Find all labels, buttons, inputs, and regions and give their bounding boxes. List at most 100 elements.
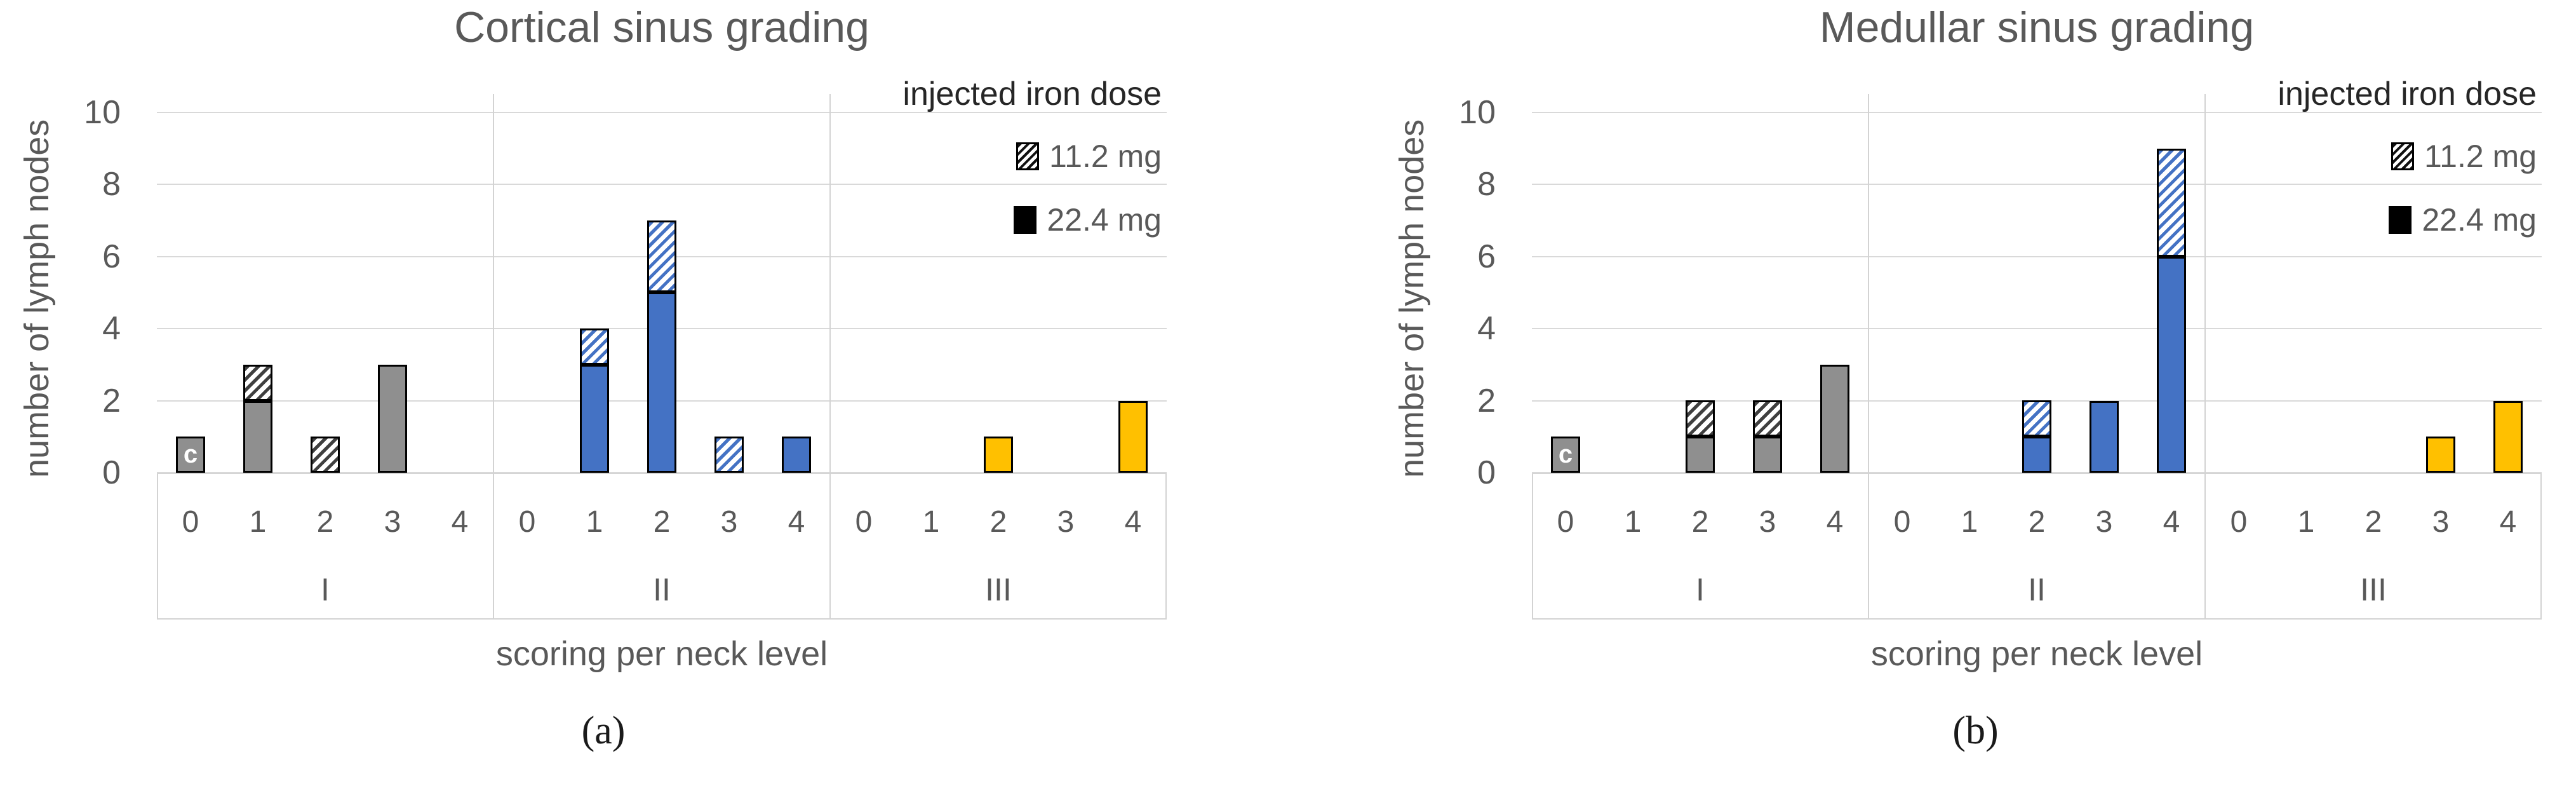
legend-swatch-hatched-icon <box>2391 142 2415 170</box>
legend-title: injected iron dose <box>2277 76 2537 112</box>
bar-I-3-hatched <box>1753 400 1782 437</box>
bar-annotation: c <box>183 440 198 468</box>
bar-III-4-solid <box>1118 401 1148 473</box>
x-axis-group-label: I <box>321 572 330 607</box>
bar-II-4-solid <box>782 437 811 473</box>
x-axis-group-label: III <box>2360 572 2387 607</box>
plot-area: 0 2 4 6 8 10 0 1 2 3 4 I 0 1 2 3 4 II 0 1 2 3 4 III c <box>1375 0 2576 786</box>
gridline <box>1532 328 2542 329</box>
bar-I-3-solid <box>378 365 407 473</box>
group-divider <box>2204 94 2206 620</box>
group-divider <box>493 94 494 620</box>
bar-II-4-hatched <box>2157 149 2186 257</box>
y-axis-tick-label: 10 <box>1459 94 1496 131</box>
chart-title: Medullar sinus grading <box>1819 3 2255 51</box>
bar-annotation: c <box>1558 440 1573 468</box>
bar-I-1-hatched <box>243 365 272 401</box>
group-divider <box>829 94 831 620</box>
gridline <box>1532 256 2542 257</box>
x-axis-score-label: 2 <box>2365 505 2382 539</box>
x-axis-score-label: 3 <box>2432 505 2450 539</box>
gridline <box>157 112 1167 113</box>
bar-II-2-hatched <box>647 220 676 292</box>
bar-II-2-solid <box>647 292 676 473</box>
x-axis-score-label: 2 <box>1691 505 1709 539</box>
legend-item-label: 22.4 mg <box>1047 202 1162 238</box>
x-axis-score-label: 4 <box>1124 505 1142 539</box>
x-axis-score-label: 1 <box>2297 505 2315 539</box>
x-axis-group-label: II <box>2028 572 2046 607</box>
x-axis-score-label: 0 <box>182 505 199 539</box>
y-axis-tick-label: 2 <box>1477 383 1496 419</box>
x-axis-group-label: I <box>1696 572 1705 607</box>
x-axis-score-label: 0 <box>2230 505 2248 539</box>
x-axis-score-label: 4 <box>2163 505 2180 539</box>
bar-I-3-solid <box>1753 437 1782 473</box>
panel-caption: (b) <box>1952 709 1999 752</box>
x-axis-score-label: 4 <box>451 505 469 539</box>
bar-I-0-solid <box>176 437 205 473</box>
panel-caption: (a) <box>581 709 626 752</box>
x-axis-score-label: 3 <box>1057 505 1075 539</box>
bar-I-2-hatched <box>311 437 340 473</box>
legend-item-label: 11.2 mg <box>1049 139 1162 174</box>
y-axis-tick-label: 4 <box>102 310 121 347</box>
bar-I-4-solid <box>1820 365 1849 473</box>
legend-swatch-solid-icon <box>2389 206 2412 234</box>
x-axis-score-label: 1 <box>1961 505 1978 539</box>
x-axis-group-label: III <box>985 572 1012 607</box>
y-axis-tick-label: 10 <box>84 94 121 131</box>
y-axis-tick-label: 8 <box>1477 166 1496 203</box>
bar-II-3-solid <box>2090 401 2119 473</box>
x-axis-score-label: 1 <box>1624 505 1642 539</box>
y-axis-tick-label: 2 <box>102 383 121 419</box>
panel-cortical-sinus-grading: Cortical sinus grading number of lymph n… <box>0 0 1207 786</box>
x-axis-score-label: 3 <box>1759 505 1776 539</box>
bar-I-2-solid <box>1686 437 1715 473</box>
legend-swatch-solid-icon <box>1014 206 1037 234</box>
x-axis-score-label: 0 <box>855 505 873 539</box>
category-axis-box <box>157 473 1167 620</box>
y-axis-tick-label: 4 <box>1477 310 1496 347</box>
x-axis-title: scoring per neck level <box>495 635 828 673</box>
bar-III-4-solid <box>2493 401 2523 473</box>
bar-II-2-hatched <box>2022 400 2051 437</box>
legend-item: 22.4 mg <box>2389 202 2537 238</box>
x-axis-score-label: 1 <box>922 505 940 539</box>
gridline <box>157 472 1167 473</box>
bar-III-3-solid <box>2426 437 2455 473</box>
bar-II-3-hatched <box>714 437 744 473</box>
x-axis-score-label: 4 <box>1826 505 1844 539</box>
x-axis-title: scoring per neck level <box>1870 635 2203 673</box>
bar-III-2-solid <box>984 437 1013 473</box>
y-axis-tick-label: 0 <box>102 454 121 491</box>
x-axis-score-label: 2 <box>989 505 1007 539</box>
x-axis-score-label: 4 <box>788 505 805 539</box>
legend-title: injected iron dose <box>902 76 1162 112</box>
category-axis-box <box>1532 473 2542 620</box>
y-axis-tick-label: 8 <box>102 166 121 203</box>
x-axis-score-label: 0 <box>1557 505 1574 539</box>
legend-item-label: 11.2 mg <box>2424 139 2537 174</box>
bar-II-4-solid <box>2157 257 2186 473</box>
x-axis-score-label: 3 <box>384 505 401 539</box>
y-axis-tick-label: 0 <box>1477 454 1496 491</box>
legend-item: 11.2 mg <box>1016 139 1162 174</box>
bar-II-2-solid <box>2022 437 2051 473</box>
bar-II-1-solid <box>580 365 609 473</box>
legend-swatch-hatched-icon <box>1016 142 1040 170</box>
x-axis-score-label: 2 <box>316 505 334 539</box>
gridline <box>157 184 1167 185</box>
x-axis-score-label: 0 <box>518 505 536 539</box>
gridline <box>1532 184 2542 185</box>
group-divider <box>1868 94 1869 620</box>
gridline <box>1532 112 2542 113</box>
gridline <box>1532 472 2542 473</box>
bar-I-1-solid <box>243 401 272 473</box>
bar-II-1-hatched <box>580 329 609 365</box>
y-axis-tick-label: 6 <box>102 238 121 275</box>
legend-item: 11.2 mg <box>2391 139 2537 174</box>
x-axis-score-label: 0 <box>1893 505 1911 539</box>
chart-title: Cortical sinus grading <box>454 3 869 51</box>
